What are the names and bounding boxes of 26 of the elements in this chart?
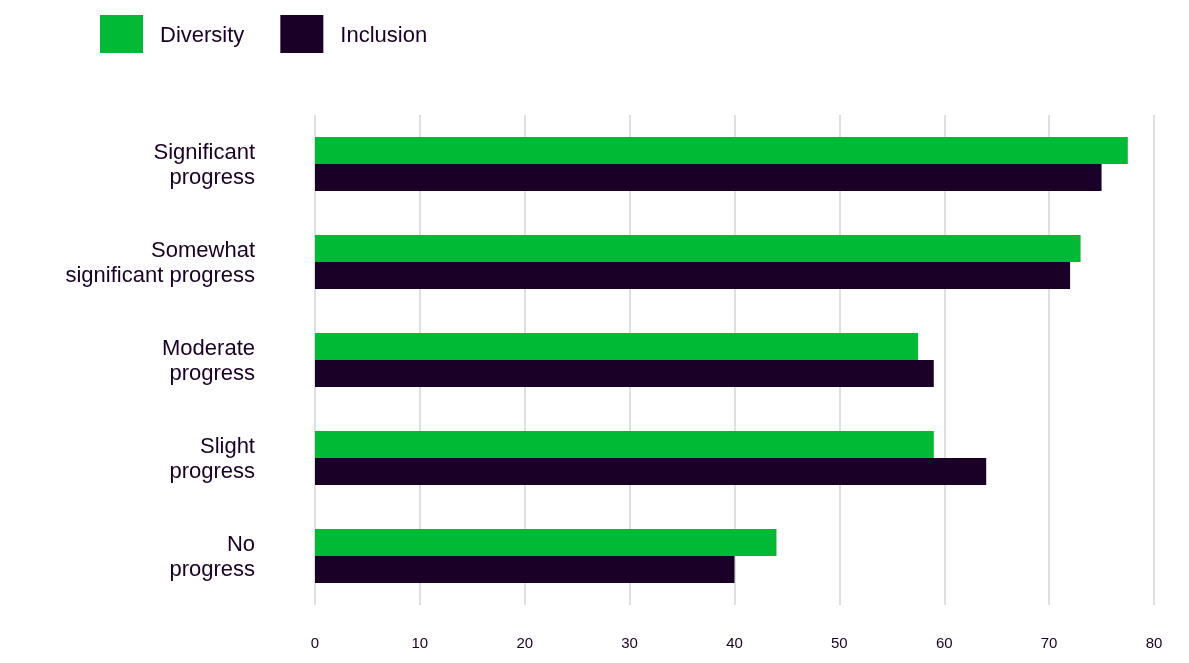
x-tick-label: 70: [1040, 634, 1058, 651]
x-tick-label: 80: [1145, 634, 1163, 651]
x-tick-label: 30: [621, 634, 638, 651]
bar: [315, 360, 934, 387]
y-tick-label: Slight progress: [169, 433, 255, 483]
x-tick-label: 0: [310, 634, 320, 651]
legend-label: Inclusion: [340, 21, 428, 47]
y-tick-label: Significant progress: [153, 139, 255, 189]
bar: [315, 458, 987, 485]
bar: [315, 529, 777, 556]
bar: [315, 262, 1071, 289]
y-tick-label: No progress: [169, 531, 255, 581]
x-tick-label: 60: [935, 634, 953, 651]
bar: [315, 556, 735, 583]
legend-label: Diversity: [160, 21, 245, 47]
y-tick-label: Moderate progress: [162, 335, 255, 385]
bar: [315, 431, 934, 458]
bar: [315, 137, 1128, 164]
bar: [315, 164, 1102, 191]
x-tick-label: 40: [726, 634, 743, 651]
x-tick-label: 20: [516, 634, 534, 651]
y-tick-label: Somewhat significant progress: [65, 237, 255, 287]
bar: [315, 333, 919, 360]
x-tick-label: 50: [831, 634, 848, 651]
bar: [315, 235, 1081, 262]
x-tick-label: 10: [411, 634, 429, 651]
